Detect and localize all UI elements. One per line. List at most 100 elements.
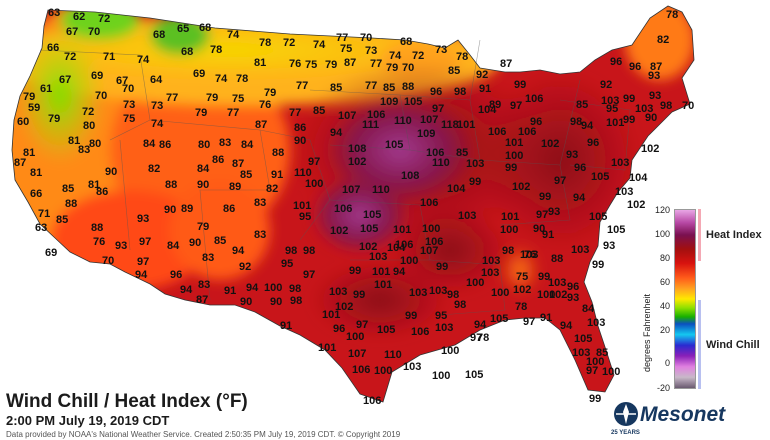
station-value: 90 [189,237,202,249]
station-value: 97 [139,236,152,248]
station-value: 86 [159,139,172,151]
station-value: 100 [264,282,283,294]
station-value: 103 [458,210,477,222]
station-value: 85 [240,169,253,181]
station-value: 99 [514,79,527,91]
station-value: 88 [402,81,415,93]
colorbar [674,209,696,389]
station-value: 90 [294,135,307,147]
station-value: 68 [153,29,166,41]
station-value: 79 [23,91,36,103]
station-value: 102 [330,225,349,237]
station-value: 103 [369,251,388,263]
station-value: 105 [377,324,396,336]
station-value: 94 [246,282,259,294]
station-value: 83 [254,197,267,209]
station-value: 82 [148,163,161,175]
station-value: 78 [456,51,469,63]
tick-label: 60 [659,277,670,287]
station-value: 79 [325,59,338,71]
station-value: 74 [389,50,402,62]
station-value: 108 [401,170,420,182]
station-value: 106 [352,364,371,376]
station-value: 90 [533,223,546,235]
station-value: 106 [411,326,430,338]
station-value: 94 [180,284,193,296]
station-value: 85 [214,235,227,247]
station-value: 86 [294,122,307,134]
station-value: 103 [615,186,634,198]
station-value: 96 [530,116,543,128]
station-value: 101 [318,342,337,354]
station-value: 81 [30,167,43,179]
station-value: 85 [596,347,609,359]
station-value: 84 [197,163,210,175]
station-value: 73 [435,44,448,56]
station-value: 67 [116,75,129,87]
station-value: 106 [525,93,544,105]
station-value: 82 [266,183,279,195]
station-value: 105 [589,211,608,223]
station-value: 97 [470,332,483,344]
station-value: 84 [167,240,180,252]
station-value: 85 [56,214,69,226]
station-value: 100 [505,150,524,162]
station-value: 98 [289,283,302,295]
station-value: 96 [170,269,183,281]
station-value: 74 [215,73,228,85]
station-value: 100 [500,224,519,236]
station-value: 110 [384,349,402,361]
station-value: 88 [165,179,178,191]
station-value: 96 [629,61,642,73]
station-value: 73 [151,100,164,112]
station-value: 88 [551,253,564,265]
station-value: 90 [645,112,658,124]
station-value: 100 [374,365,393,377]
station-value: 74 [137,54,150,66]
station-value: 87 [650,61,663,73]
station-value: 111 [362,119,380,131]
station-value: 105 [404,96,423,108]
station-value: 110 [294,167,312,179]
station-value: 91 [271,169,284,181]
station-value: 63 [35,222,48,234]
station-value: 72 [283,37,296,49]
station-value: 106 [395,239,414,251]
station-value: 99 [505,162,518,174]
station-value: 100 [432,370,451,382]
station-value: 78 [477,332,490,344]
heat-index-label: Heat Index [706,229,762,241]
station-value: 81 [254,57,267,69]
station-value: 80 [198,139,211,151]
station-value: 101 [505,137,524,149]
station-value: 78 [236,73,249,85]
station-value: 60 [17,116,30,128]
station-value: 93 [115,240,128,252]
station-value: 87 [255,119,268,131]
station-value: 101 [457,119,476,131]
station-value: 105 [574,333,593,345]
station-value: 94 [581,120,594,132]
station-value: 105 [385,139,404,151]
station-value: 77 [227,107,240,119]
station-value: 69 [193,68,206,80]
station-value: 108 [348,143,367,155]
station-value: 82 [657,34,670,46]
station-value: 79 [264,87,277,99]
station-value: 89 [489,99,502,111]
mesonet-logo-icon [612,400,640,439]
tick-label: 100 [654,229,670,239]
station-value: 100 [466,277,485,289]
station-value: 83 [198,279,211,291]
station-value: 103 [587,317,606,329]
station-value: 89 [229,181,242,193]
station-value: 72 [98,13,111,25]
station-value: 85 [330,82,343,94]
station-value: 97 [137,256,150,268]
station-value: 102 [627,199,646,211]
station-value: 64 [150,74,163,86]
station-value: 105 [363,209,382,221]
station-value: 105 [490,313,509,325]
station-value: 76 [93,236,106,248]
station-value: 69 [45,247,58,259]
